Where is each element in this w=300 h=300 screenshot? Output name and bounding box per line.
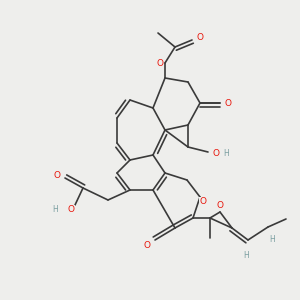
Text: O: O [212, 148, 220, 158]
Text: O: O [200, 197, 206, 206]
Text: O: O [224, 98, 232, 107]
Text: O: O [53, 172, 61, 181]
Text: H: H [269, 236, 275, 244]
Text: O: O [68, 206, 74, 214]
Text: O: O [217, 200, 224, 209]
Text: O: O [143, 242, 151, 250]
Text: H: H [223, 148, 229, 158]
Text: H: H [243, 250, 249, 260]
Text: H: H [52, 206, 58, 214]
Text: O: O [196, 34, 203, 43]
Text: O: O [157, 58, 164, 68]
